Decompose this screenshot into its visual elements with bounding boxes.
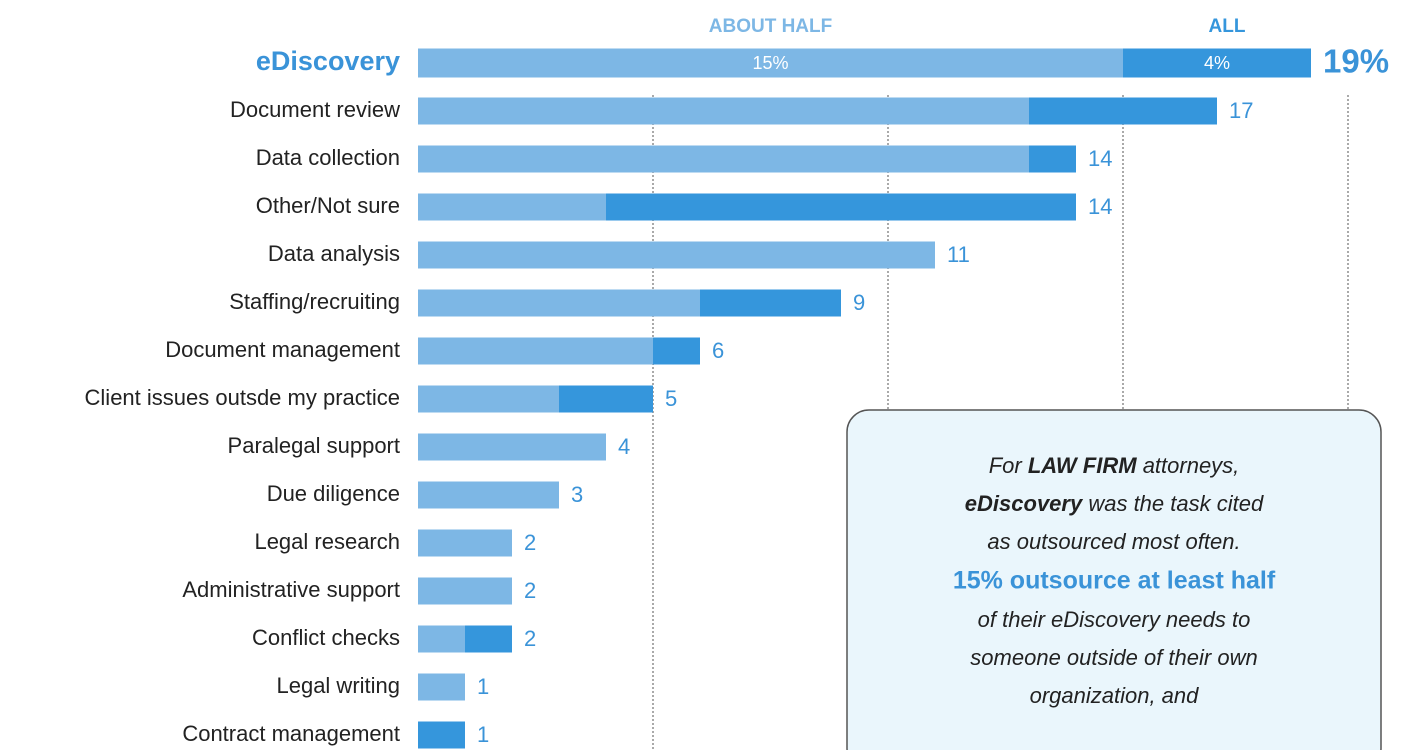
callout-line: organization, and (1030, 683, 1200, 708)
bar-segment (418, 433, 606, 461)
bar-segment (1029, 97, 1217, 125)
total-label: 11 (947, 242, 970, 267)
category-label: Data collection (256, 145, 400, 170)
total-label: 2 (524, 530, 536, 555)
callout: For LAW FIRM attorneys, eDiscovery was t… (846, 409, 1382, 750)
category-label: Conflict checks (252, 625, 400, 650)
bar-segment (418, 721, 465, 749)
total-label: 2 (524, 578, 536, 603)
callout-box (846, 409, 1382, 750)
total-label: 14 (1088, 194, 1112, 219)
total-label: 9 (853, 290, 865, 315)
bar-segment (418, 97, 1029, 125)
callout-text: LAW FIRM (1028, 453, 1137, 478)
callout-text: attorneys, (1137, 453, 1240, 478)
total-label: 2 (524, 626, 536, 651)
bar-segment (418, 48, 1123, 78)
bar-segment (418, 673, 465, 701)
category-label: Staffing/recruiting (229, 289, 400, 314)
bar-segment (1029, 145, 1076, 173)
category-label: Other/Not sure (256, 193, 400, 218)
bar-segment (418, 337, 653, 365)
bar-segment (418, 385, 559, 413)
bar-segment (418, 625, 465, 653)
bar-segment (418, 529, 512, 557)
callout-text: was the task cited (1082, 491, 1264, 516)
callout-line: For LAW FIRM attorneys, (989, 453, 1240, 478)
bar-segment (418, 241, 935, 269)
total-label: 14 (1088, 146, 1112, 171)
total-label: 3 (571, 482, 583, 507)
category-label: Data analysis (268, 241, 400, 266)
segment-label: 4% (1204, 53, 1230, 73)
bar-segment (606, 193, 1076, 221)
category-label: Document management (165, 337, 400, 362)
category-label: Due diligence (267, 481, 400, 506)
bar-segment (465, 625, 512, 653)
legend-label: ABOUT HALF (709, 16, 832, 37)
total-label: 4 (618, 434, 630, 459)
category-label: Legal writing (276, 673, 400, 698)
total-label-highlight: 19% (1323, 43, 1389, 80)
bar-segment (1123, 48, 1311, 78)
segment-label: 15% (752, 53, 788, 73)
total-label: 5 (665, 386, 677, 411)
bar-segment (418, 289, 700, 317)
bar-segment (559, 385, 653, 413)
bar-segment (418, 145, 1029, 173)
callout-line: eDiscovery was the task cited (965, 491, 1264, 516)
total-label: 6 (712, 338, 724, 363)
bar-segment (700, 289, 841, 317)
bar-segment (418, 481, 559, 509)
bars: eDiscovery 15% ABOUT HALF 4% ALL 19% Document … (85, 16, 1389, 749)
callout-text: For (989, 453, 1028, 478)
category-label: Legal research (254, 529, 400, 554)
total-label: 1 (477, 722, 489, 747)
callout-line: someone outside of their own (970, 645, 1257, 670)
category-label: Client issues outsde my practice (85, 385, 400, 410)
callout-highlight: 15% outsource at least half (953, 567, 1276, 595)
category-label: Document review (230, 97, 400, 122)
category-label: Paralegal support (228, 433, 400, 458)
callout-line: as outsourced most often. (987, 529, 1240, 554)
total-label: 17 (1229, 98, 1253, 123)
bar-segment (653, 337, 700, 365)
callout-line: of their eDiscovery needs to (978, 607, 1251, 632)
bar-segment (418, 193, 606, 221)
category-label: Contract management (182, 721, 400, 746)
bar-segment (418, 577, 512, 605)
category-label-highlight: eDiscovery (256, 46, 400, 76)
legend-label: ALL (1209, 16, 1246, 37)
category-label: Administrative support (182, 577, 400, 602)
total-label: 1 (477, 674, 489, 699)
callout-text: eDiscovery (965, 491, 1084, 516)
